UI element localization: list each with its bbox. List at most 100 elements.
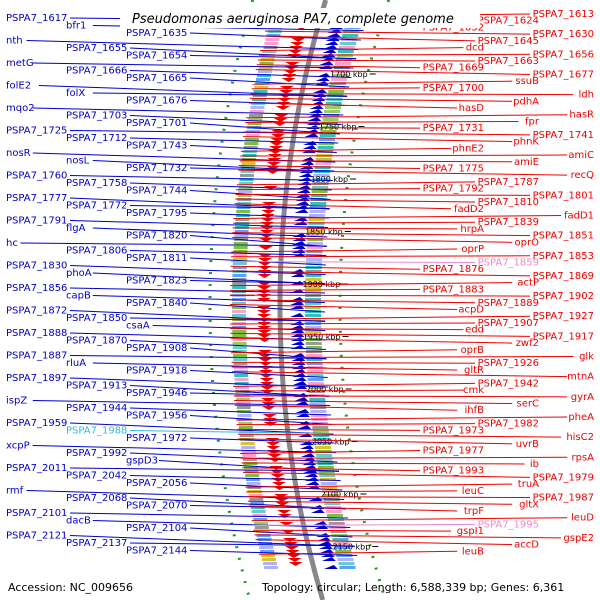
leader-line — [129, 205, 330, 209]
leader-line — [20, 242, 327, 247]
forward-gene-arrow — [299, 445, 314, 449]
gene-label: PSPA7_1869 — [533, 271, 594, 282]
gene-label: gltX — [519, 499, 539, 510]
cog-feature — [338, 46, 355, 49]
cog-feature — [232, 274, 247, 277]
gene-label: ihfB — [465, 405, 485, 416]
cog-feature — [234, 378, 249, 381]
cog-feature — [236, 210, 251, 213]
cog-feature — [235, 386, 250, 389]
cog-feature — [251, 510, 266, 513]
leader-line — [129, 47, 356, 60]
gene-label: trpF — [464, 506, 484, 517]
cog-feature — [233, 254, 248, 257]
reverse-gene-arrow — [257, 310, 272, 314]
gene-label: gspE2 — [563, 533, 594, 544]
leader-line — [69, 287, 326, 294]
cog-feature — [242, 454, 257, 457]
topology-label: Topology: — [262, 581, 314, 594]
gene-label: PSPA7_1775 — [423, 163, 484, 174]
cog-feature — [317, 466, 334, 469]
gene-label: PSPA7_2042 — [66, 471, 127, 482]
reverse-gene-arrow — [275, 106, 290, 110]
leader-line — [233, 214, 562, 219]
cog-feature — [320, 482, 337, 485]
cog-feature — [315, 158, 332, 161]
cog-feature — [266, 34, 281, 37]
reverse-gene-arrow — [260, 218, 275, 222]
forward-gene-arrow — [317, 541, 332, 545]
topology-value: circular — [316, 581, 358, 594]
reverse-gene-arrow — [275, 502, 290, 506]
leader-line — [129, 317, 326, 322]
gene-label: rluA — [66, 358, 86, 369]
leader-line — [129, 452, 338, 463]
leader-line — [92, 92, 348, 97]
cog-feature — [239, 434, 254, 437]
gene-label: PSPA7_1654 — [126, 51, 187, 62]
gene-label: PSPA7_2144 — [126, 546, 187, 557]
cog-feature — [245, 474, 260, 477]
cog-feature — [265, 38, 280, 41]
gene-label: serC — [517, 399, 539, 410]
cog-feature — [312, 426, 329, 429]
gene-label: PSPA7_1731 — [423, 123, 484, 134]
cog-feature — [239, 178, 254, 181]
cog-feature — [342, 34, 359, 37]
reverse-gene-arrow — [288, 562, 303, 566]
tick-label: 1950 kbp — [303, 333, 341, 342]
gene-label: PSPA7_1942 — [478, 378, 539, 389]
forward-gene-arrow — [304, 133, 319, 137]
cog-feature — [261, 554, 276, 557]
leader-line — [189, 145, 337, 153]
forward-gene-arrow — [305, 125, 320, 129]
gene-label: PSPA7_2068 — [66, 493, 127, 504]
cog-feature — [332, 538, 349, 541]
leader-line — [236, 188, 421, 191]
cog-feature — [305, 278, 322, 281]
cog-feature — [253, 518, 268, 521]
gene-label: flgA — [66, 223, 86, 234]
leader-line — [230, 322, 476, 325]
cog-feature — [325, 102, 342, 105]
cog-feature — [332, 70, 349, 73]
cog-feature — [241, 446, 256, 449]
cog-feature — [239, 174, 254, 177]
gene-label: PSPA7_1772 — [66, 201, 127, 212]
cog-feature — [317, 146, 334, 149]
gene-label: PSPA7_1856 — [6, 283, 67, 294]
reverse-gene-arrow — [257, 274, 272, 278]
reverse-gene-arrow — [258, 362, 273, 366]
cog-feature — [307, 378, 324, 381]
leader-line — [255, 539, 513, 546]
gene-label: PSPA7_1624 — [478, 16, 539, 27]
cog-feature — [247, 122, 262, 125]
gene-label: PSPA7_1663 — [478, 56, 539, 67]
accession-value: NC_009656 — [69, 581, 134, 594]
gene-label: PSPA7_1973 — [423, 425, 484, 436]
forward-gene-arrow — [290, 313, 305, 317]
gene-label: PSPA7_1887 — [6, 351, 67, 362]
forward-gene-arrow — [326, 33, 341, 37]
gene-label: hrpA — [460, 224, 484, 235]
cog-feature — [232, 286, 247, 289]
reverse-gene-arrow — [257, 282, 272, 286]
gene-label: PSPA7_1806 — [66, 246, 127, 257]
gene-label: PSPA7_2121 — [6, 531, 67, 542]
leader-line — [252, 80, 513, 85]
gene-label: fadD2 — [454, 204, 484, 215]
leader-line — [235, 198, 476, 203]
cog-feature — [306, 242, 323, 245]
leader-line — [231, 255, 531, 258]
gene-label: PSPA7_1982 — [478, 419, 539, 430]
leader-line — [252, 523, 476, 526]
leader-line — [189, 55, 357, 59]
forward-gene-arrow — [312, 89, 327, 93]
cog-feature — [244, 142, 259, 145]
reverse-gene-arrow — [266, 162, 281, 166]
cog-feature — [307, 234, 324, 237]
leader-line — [189, 370, 328, 378]
gene-label: oprP — [461, 244, 484, 255]
cog-feature — [308, 386, 325, 389]
reverse-gene-arrow — [274, 498, 289, 502]
